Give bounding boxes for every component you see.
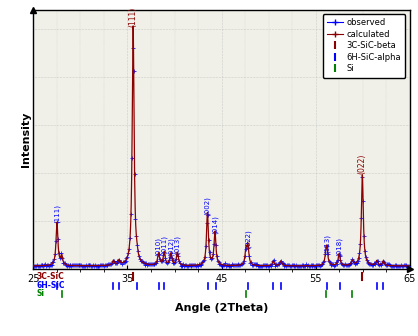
X-axis label: Angle (2Theta): Angle (2Theta) [175, 303, 268, 313]
Text: (011): (011) [161, 236, 168, 254]
Text: (002): (002) [204, 196, 211, 215]
Text: 6H-SiC: 6H-SiC [36, 281, 65, 290]
Text: (022): (022) [245, 230, 251, 248]
Text: (013): (013) [174, 236, 181, 254]
Legend: observed, calculated, 3C-SiC-beta, 6H-SiC-alpha, Si: observed, calculated, 3C-SiC-beta, 6H-Si… [323, 14, 405, 78]
Text: (014): (014) [212, 215, 218, 234]
Text: (111): (111) [54, 204, 60, 223]
Text: Si: Si [36, 289, 44, 298]
Y-axis label: Intensity: Intensity [20, 112, 31, 167]
Text: (012): (012) [168, 237, 174, 256]
Text: (111): (111) [129, 7, 138, 27]
Text: (018): (018) [336, 237, 342, 256]
Text: (113): (113) [324, 234, 330, 253]
Text: (010): (010) [155, 237, 162, 256]
Text: 3C-SiC: 3C-SiC [36, 272, 64, 281]
Text: (022): (022) [358, 154, 367, 174]
